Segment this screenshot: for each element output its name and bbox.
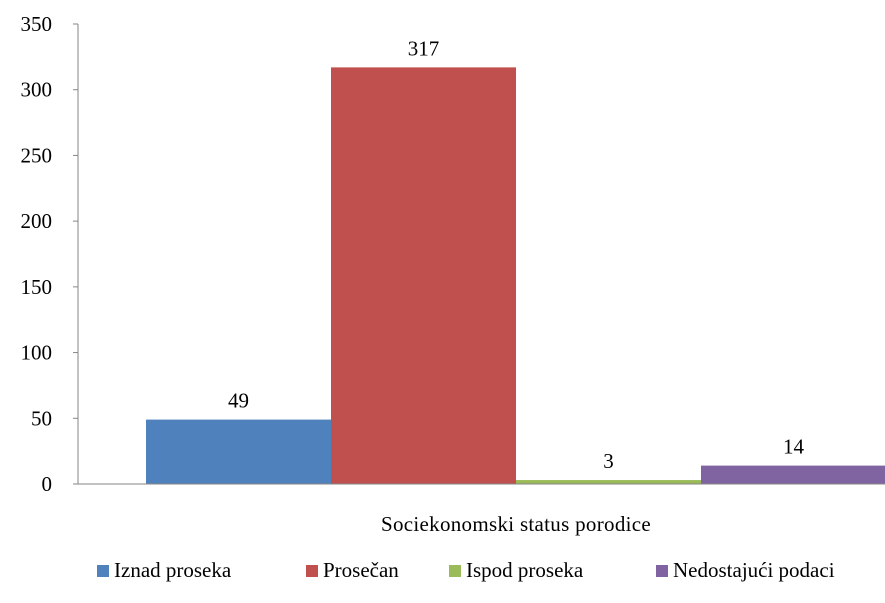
y-axis: 0 50 100 150 200 250 300 350 (21, 12, 79, 496)
y-tick-label: 150 (21, 275, 53, 299)
data-label-3: 3 (603, 449, 614, 473)
y-tick-label: 300 (21, 78, 53, 102)
data-labels: 49 317 3 14 (228, 36, 805, 473)
legend-label-4: Nedostajući podaci (673, 558, 835, 582)
legend-swatch-3 (449, 565, 461, 577)
legend-label-3: Ispod proseka (466, 558, 584, 582)
y-tick-label: 100 (21, 341, 53, 365)
y-tick-label: 50 (31, 406, 52, 430)
legend-swatch-1 (97, 565, 109, 577)
data-label-1: 49 (228, 389, 249, 413)
bar-3 (516, 480, 701, 484)
legend-label-1: Iznad proseka (114, 558, 232, 582)
legend-swatch-2 (306, 565, 318, 577)
y-tick-label: 200 (21, 209, 53, 233)
bar-4 (701, 465, 885, 484)
legend-swatch-4 (656, 565, 668, 577)
data-label-4: 14 (783, 435, 805, 459)
legend-label-2: Prosečan (323, 558, 399, 582)
y-tick-label: 250 (21, 143, 53, 167)
legend: Iznad proseka Prosečan Ispod proseka Nedost… (97, 558, 835, 582)
x-axis-title: Sociekonomski status porodice (381, 512, 651, 536)
bars (146, 67, 885, 484)
data-label-2: 317 (408, 36, 440, 60)
y-tick-label: 350 (21, 12, 53, 36)
bar-1 (146, 419, 331, 484)
bar-2 (331, 67, 516, 484)
y-tick-label: 0 (42, 472, 53, 496)
